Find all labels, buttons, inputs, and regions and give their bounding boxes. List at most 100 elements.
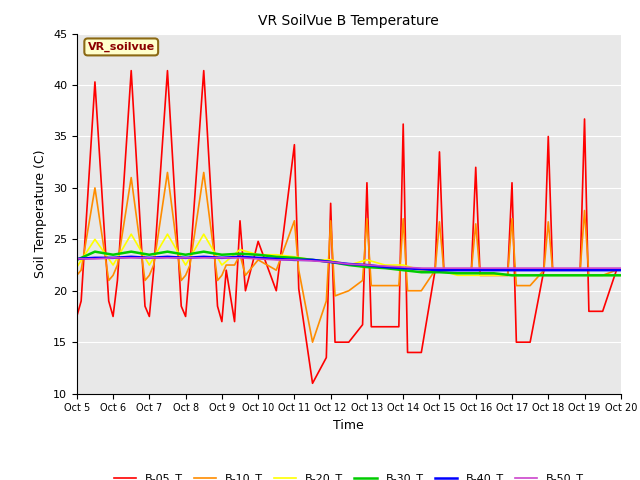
B-30_T bbox=[526, 273, 534, 278]
B-50_T bbox=[308, 258, 316, 264]
B-20_T bbox=[490, 273, 498, 278]
B-05_T bbox=[73, 313, 81, 319]
B-30_T bbox=[236, 251, 244, 257]
B-20_T bbox=[599, 273, 607, 278]
B-50_T bbox=[417, 265, 425, 271]
B-50_T bbox=[164, 255, 172, 261]
B-40_T bbox=[182, 255, 189, 261]
B-40_T bbox=[617, 267, 625, 273]
B-50_T bbox=[508, 265, 516, 271]
B-40_T bbox=[254, 255, 262, 261]
B-05_T bbox=[127, 68, 135, 73]
B-40_T bbox=[454, 267, 461, 273]
Title: VR SoilVue B Temperature: VR SoilVue B Temperature bbox=[259, 14, 439, 28]
B-30_T bbox=[200, 249, 207, 254]
B-40_T bbox=[308, 257, 316, 263]
B-40_T bbox=[490, 267, 498, 273]
B-30_T bbox=[327, 259, 335, 265]
B-20_T bbox=[617, 273, 625, 278]
B-20_T bbox=[526, 273, 534, 278]
B-50_T bbox=[327, 259, 335, 265]
B-30_T bbox=[254, 252, 262, 258]
B-30_T bbox=[490, 270, 498, 276]
B-40_T bbox=[291, 257, 298, 263]
B-50_T bbox=[236, 255, 244, 261]
B-30_T bbox=[599, 273, 607, 278]
B-40_T bbox=[327, 259, 335, 265]
B-50_T bbox=[127, 255, 135, 261]
B-20_T bbox=[508, 273, 516, 278]
B-20_T bbox=[127, 231, 135, 237]
B-30_T bbox=[218, 252, 226, 258]
B-40_T bbox=[599, 267, 607, 273]
B-30_T bbox=[73, 257, 81, 263]
B-40_T bbox=[508, 267, 516, 273]
B-10_T bbox=[242, 273, 250, 278]
Legend: B-05_T, B-10_T, B-20_T, B-30_T, B-40_T, B-50_T: B-05_T, B-10_T, B-20_T, B-30_T, B-40_T, … bbox=[109, 469, 589, 480]
B-20_T bbox=[381, 262, 389, 268]
B-20_T bbox=[182, 262, 189, 268]
B-50_T bbox=[345, 261, 353, 267]
B-30_T bbox=[580, 273, 588, 278]
B-30_T bbox=[145, 252, 153, 258]
B-50_T bbox=[454, 265, 461, 271]
B-20_T bbox=[580, 273, 588, 278]
B-50_T bbox=[363, 262, 371, 268]
X-axis label: Time: Time bbox=[333, 419, 364, 432]
B-30_T bbox=[436, 269, 444, 275]
B-30_T bbox=[363, 264, 371, 270]
B-40_T bbox=[273, 256, 280, 262]
B-50_T bbox=[218, 255, 226, 261]
B-50_T bbox=[399, 264, 407, 270]
B-05_T bbox=[308, 381, 316, 386]
B-50_T bbox=[599, 265, 607, 271]
B-40_T bbox=[109, 255, 117, 261]
B-20_T bbox=[145, 262, 153, 268]
B-20_T bbox=[73, 264, 81, 270]
B-50_T bbox=[273, 257, 280, 263]
B-05_T bbox=[177, 303, 185, 309]
B-20_T bbox=[472, 273, 479, 278]
B-50_T bbox=[490, 265, 498, 271]
B-40_T bbox=[417, 266, 425, 272]
Line: B-10_T: B-10_T bbox=[77, 172, 621, 342]
B-40_T bbox=[345, 261, 353, 267]
B-10_T bbox=[231, 262, 239, 268]
Line: B-20_T: B-20_T bbox=[77, 234, 621, 276]
B-20_T bbox=[236, 247, 244, 252]
B-10_T bbox=[308, 339, 316, 345]
B-30_T bbox=[91, 249, 99, 254]
B-30_T bbox=[127, 249, 135, 254]
B-20_T bbox=[164, 231, 172, 237]
B-20_T bbox=[254, 252, 262, 258]
Line: B-50_T: B-50_T bbox=[77, 258, 621, 268]
B-40_T bbox=[127, 254, 135, 260]
B-20_T bbox=[109, 262, 117, 268]
B-50_T bbox=[254, 256, 262, 262]
B-50_T bbox=[200, 255, 207, 261]
Y-axis label: Soil Temperature (C): Soil Temperature (C) bbox=[35, 149, 47, 278]
B-20_T bbox=[454, 273, 461, 278]
B-40_T bbox=[236, 254, 244, 260]
B-40_T bbox=[563, 267, 570, 273]
Line: B-30_T: B-30_T bbox=[77, 252, 621, 276]
Text: VR_soilvue: VR_soilvue bbox=[88, 42, 155, 52]
B-30_T bbox=[109, 252, 117, 258]
B-40_T bbox=[472, 267, 479, 273]
B-20_T bbox=[417, 267, 425, 273]
B-40_T bbox=[399, 265, 407, 271]
B-40_T bbox=[200, 254, 207, 260]
B-20_T bbox=[345, 262, 353, 268]
B-20_T bbox=[399, 262, 407, 268]
B-30_T bbox=[291, 255, 298, 261]
B-40_T bbox=[145, 255, 153, 261]
B-30_T bbox=[381, 265, 389, 271]
B-10_T bbox=[164, 169, 172, 175]
B-50_T bbox=[526, 265, 534, 271]
B-30_T bbox=[545, 273, 552, 278]
B-20_T bbox=[363, 257, 371, 263]
B-50_T bbox=[145, 255, 153, 261]
B-30_T bbox=[308, 257, 316, 263]
B-50_T bbox=[545, 265, 552, 271]
B-10_T bbox=[73, 273, 81, 278]
